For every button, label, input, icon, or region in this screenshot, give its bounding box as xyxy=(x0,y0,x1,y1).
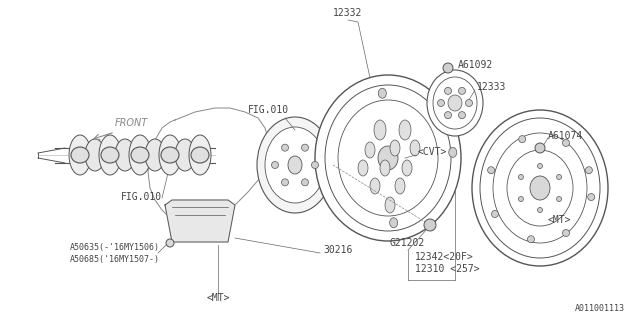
Circle shape xyxy=(557,196,561,202)
Circle shape xyxy=(282,144,289,151)
Ellipse shape xyxy=(507,150,573,226)
Ellipse shape xyxy=(395,178,405,194)
Text: G21202: G21202 xyxy=(390,238,425,248)
Circle shape xyxy=(424,219,436,231)
Circle shape xyxy=(518,174,524,180)
Circle shape xyxy=(588,194,595,201)
Circle shape xyxy=(445,112,451,119)
Ellipse shape xyxy=(129,135,151,175)
Circle shape xyxy=(527,236,534,243)
Circle shape xyxy=(538,164,543,169)
Circle shape xyxy=(166,239,174,247)
Circle shape xyxy=(458,112,465,119)
Ellipse shape xyxy=(448,95,462,111)
Circle shape xyxy=(492,211,499,218)
Circle shape xyxy=(438,100,445,107)
Ellipse shape xyxy=(85,139,105,171)
Ellipse shape xyxy=(101,147,119,163)
Ellipse shape xyxy=(480,118,600,258)
Circle shape xyxy=(557,174,561,180)
Circle shape xyxy=(271,162,278,169)
Ellipse shape xyxy=(402,160,412,176)
Text: FIG.010: FIG.010 xyxy=(248,105,289,115)
Ellipse shape xyxy=(427,70,483,136)
Circle shape xyxy=(301,179,308,186)
Ellipse shape xyxy=(131,147,149,163)
Ellipse shape xyxy=(338,100,438,216)
Text: 12332: 12332 xyxy=(333,8,363,18)
Circle shape xyxy=(586,167,593,174)
Ellipse shape xyxy=(115,139,135,171)
Text: <MT>: <MT> xyxy=(548,215,572,225)
Circle shape xyxy=(535,143,545,153)
Ellipse shape xyxy=(380,160,390,176)
Ellipse shape xyxy=(410,140,420,156)
Ellipse shape xyxy=(175,139,195,171)
Ellipse shape xyxy=(325,85,451,231)
Ellipse shape xyxy=(365,142,375,158)
Ellipse shape xyxy=(390,140,400,156)
Circle shape xyxy=(563,229,570,236)
Ellipse shape xyxy=(378,146,398,170)
Ellipse shape xyxy=(390,218,397,228)
Text: 12333: 12333 xyxy=(477,82,506,92)
Circle shape xyxy=(301,144,308,151)
Ellipse shape xyxy=(399,120,411,140)
Ellipse shape xyxy=(145,139,165,171)
Ellipse shape xyxy=(69,135,91,175)
Circle shape xyxy=(445,87,451,94)
Text: A011001113: A011001113 xyxy=(575,304,625,313)
Ellipse shape xyxy=(315,75,461,241)
Ellipse shape xyxy=(71,147,89,163)
Ellipse shape xyxy=(472,110,608,266)
Circle shape xyxy=(458,87,465,94)
Text: 12310 <257>: 12310 <257> xyxy=(415,264,479,274)
Ellipse shape xyxy=(257,117,333,213)
Ellipse shape xyxy=(370,178,380,194)
Ellipse shape xyxy=(288,156,302,174)
Circle shape xyxy=(538,207,543,212)
Text: A50635(-'16MY1506): A50635(-'16MY1506) xyxy=(70,243,160,252)
Circle shape xyxy=(282,179,289,186)
Circle shape xyxy=(443,63,453,73)
Ellipse shape xyxy=(189,135,211,175)
Text: 12342<20F>: 12342<20F> xyxy=(415,252,474,262)
Circle shape xyxy=(312,162,319,169)
Text: FIG.010: FIG.010 xyxy=(121,192,162,202)
Text: 30216: 30216 xyxy=(323,245,353,255)
Ellipse shape xyxy=(449,147,457,157)
Text: A61074: A61074 xyxy=(548,131,583,141)
Ellipse shape xyxy=(265,127,325,203)
Circle shape xyxy=(563,140,570,147)
Circle shape xyxy=(518,196,524,202)
Ellipse shape xyxy=(385,197,395,213)
Ellipse shape xyxy=(493,133,587,243)
Ellipse shape xyxy=(99,135,121,175)
Ellipse shape xyxy=(530,176,550,200)
Text: A61092: A61092 xyxy=(458,60,493,70)
Circle shape xyxy=(465,100,472,107)
Text: FRONT: FRONT xyxy=(115,118,148,128)
Ellipse shape xyxy=(358,160,368,176)
Ellipse shape xyxy=(191,147,209,163)
Ellipse shape xyxy=(378,88,387,98)
Text: A50685('16MY1507-): A50685('16MY1507-) xyxy=(70,255,160,264)
Circle shape xyxy=(488,167,495,174)
Ellipse shape xyxy=(161,147,179,163)
Text: <CVT>: <CVT> xyxy=(418,147,447,157)
Ellipse shape xyxy=(374,120,386,140)
Circle shape xyxy=(518,136,525,143)
Ellipse shape xyxy=(433,77,477,129)
Text: <MT>: <MT> xyxy=(206,293,230,303)
Ellipse shape xyxy=(159,135,181,175)
Polygon shape xyxy=(165,200,235,242)
